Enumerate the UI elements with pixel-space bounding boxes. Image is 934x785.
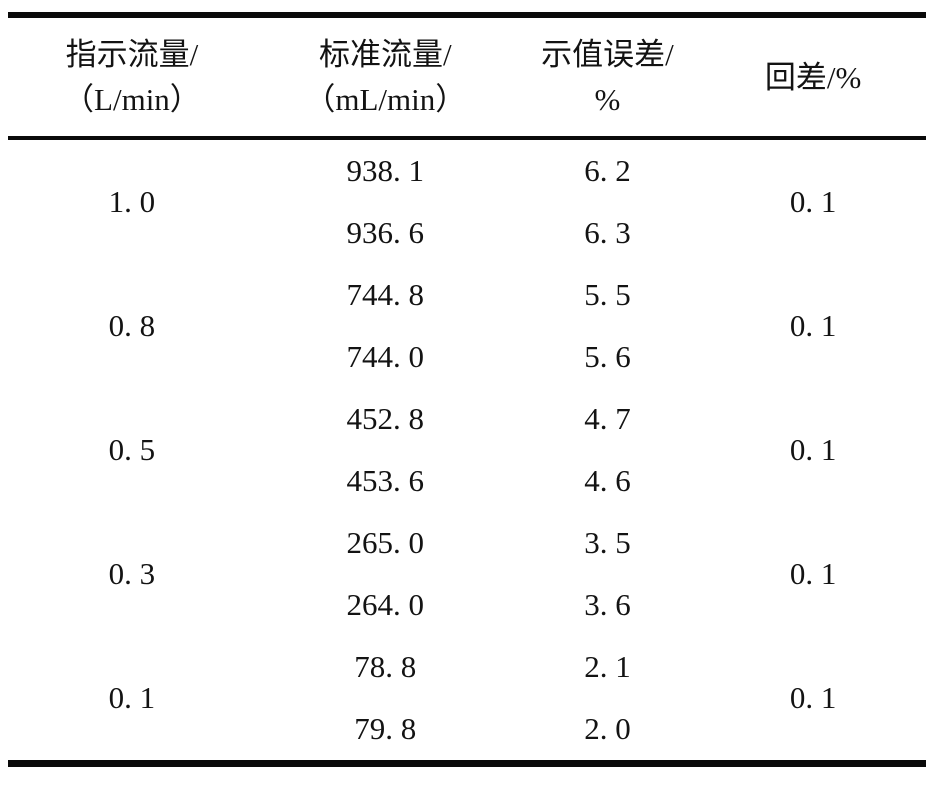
indication-error-value: 5. 5 (584, 277, 631, 312)
header-standard-flow-line1: 标准流量/ (318, 37, 452, 72)
hysteresis-value: 0. 1 (789, 432, 837, 467)
indicated-flow-value: 0. 5 (108, 432, 156, 467)
standard-flow-value: 936. 6 (346, 215, 425, 250)
hysteresis-value: 0. 1 (789, 184, 837, 219)
header-indicated-flow-line2: （L/min） (63, 82, 201, 117)
table-row: 1. 0 938. 1 6. 2 0. 1 (8, 138, 926, 219)
standard-flow-value: 453. 6 (346, 463, 425, 498)
header-hysteresis: 回差/% (700, 15, 926, 138)
table-row: 0. 3 265. 0 3. 5 0. 1 (8, 512, 926, 591)
table-row: 744. 0 5. 6 (8, 326, 926, 388)
standard-flow-value: 744. 0 (346, 339, 425, 374)
indicated-flow-value: 0. 1 (108, 680, 156, 715)
table-row: 936. 6 6. 3 (8, 202, 926, 264)
header-hysteresis-line1: 回差/% (764, 59, 862, 95)
indicated-flow-value: 1. 0 (108, 184, 156, 219)
flow-calibration-table: 指示流量/ （L/min） 标准流量/ （mL/min） 示值误差/ % 回差/… (8, 12, 926, 767)
indication-error-value: 4. 7 (584, 401, 631, 436)
indication-error-value: 3. 5 (584, 525, 631, 560)
table-row: 264. 0 3. 6 (8, 574, 926, 636)
hysteresis-value: 0. 1 (789, 680, 837, 715)
indication-error-value: 6. 3 (584, 215, 631, 250)
header-indication-error-line1: 示值误差/ (541, 37, 674, 72)
hysteresis-value: 0. 1 (789, 308, 837, 343)
table-row: 0. 8 744. 8 5. 5 0. 1 (8, 264, 926, 343)
header-indication-error: 示值误差/ % (515, 15, 700, 138)
table-row: 79. 8 2. 0 (8, 698, 926, 764)
header-indicated-flow: 指示流量/ （L/min） (8, 15, 256, 138)
indication-error-value: 2. 1 (584, 649, 631, 684)
indication-error-value: 6. 2 (584, 153, 631, 188)
indication-error-value: 2. 0 (584, 711, 631, 746)
indication-error-value: 3. 6 (584, 587, 631, 622)
table-row: 0. 1 78. 8 2. 1 0. 1 (8, 636, 926, 715)
standard-flow-value: 264. 0 (346, 587, 425, 622)
indication-error-value: 4. 6 (584, 463, 631, 498)
standard-flow-value: 79. 8 (354, 711, 417, 746)
header-standard-flow: 标准流量/ （mL/min） (256, 15, 515, 138)
standard-flow-value: 265. 0 (346, 525, 425, 560)
header-standard-flow-line2: （mL/min） (304, 82, 467, 117)
standard-flow-value: 452. 8 (346, 401, 425, 436)
standard-flow-value: 78. 8 (354, 649, 417, 684)
hysteresis-value: 0. 1 (789, 556, 837, 591)
indicated-flow-value: 0. 3 (108, 556, 156, 591)
standard-flow-value: 744. 8 (346, 277, 425, 312)
table-row: 0. 5 452. 8 4. 7 0. 1 (8, 388, 926, 467)
table-row: 453. 6 4. 6 (8, 450, 926, 512)
header-indicated-flow-line1: 指示流量/ (65, 37, 199, 72)
indicated-flow-value: 0. 8 (108, 308, 156, 343)
header-indication-error-line2: % (594, 82, 621, 117)
standard-flow-value: 938. 1 (346, 153, 425, 188)
header-row: 指示流量/ （L/min） 标准流量/ （mL/min） 示值误差/ % 回差/… (8, 15, 926, 138)
indication-error-value: 5. 6 (584, 339, 631, 374)
